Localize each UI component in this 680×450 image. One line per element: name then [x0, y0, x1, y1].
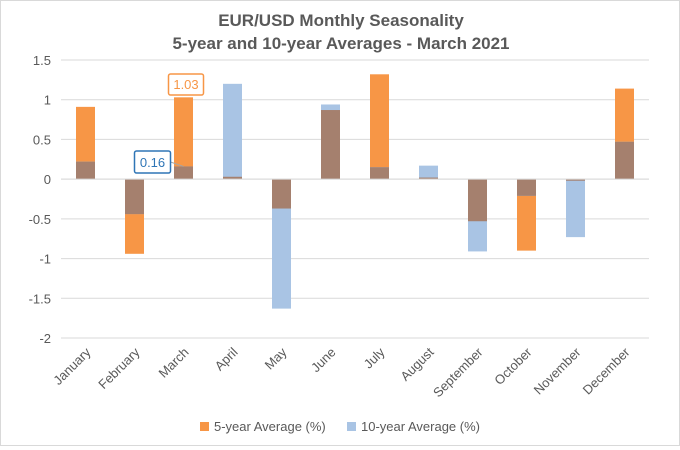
- callout-label-10-year: 0.16: [140, 155, 165, 170]
- x-tick-label: July: [361, 344, 388, 371]
- bar-10-year-november: [566, 179, 585, 238]
- x-tick-label: December: [580, 344, 633, 397]
- legend: 5-year Average (%) 10-year Average (%): [200, 419, 480, 434]
- y-tick-label: 0: [44, 172, 51, 187]
- y-tick-label: 1: [44, 93, 51, 108]
- bar-overlap-november: [566, 179, 585, 181]
- y-tick-label: 0.5: [33, 132, 51, 147]
- bar-overlap-january: [76, 161, 95, 180]
- chart-title: EUR/USD Monthly Seasonality: [218, 11, 464, 30]
- callout-leader-10-year: [170, 161, 184, 167]
- bar-5-year-october: [517, 179, 536, 251]
- y-tick-label: -1: [39, 252, 51, 267]
- x-tick-label: March: [155, 345, 191, 381]
- bar-overlap-march: [174, 166, 193, 180]
- bar-overlap-august: [419, 177, 438, 180]
- bar-overlap-december: [615, 141, 634, 180]
- bar-10-year-may: [272, 179, 291, 309]
- legend-swatch-5-year: [200, 422, 209, 431]
- data-callouts: 1.03 0.16: [133, 73, 205, 174]
- bar-5-year-january: [76, 106, 95, 180]
- bar-10-year-april: [223, 83, 242, 180]
- bar-overlap-september: [468, 179, 487, 222]
- callout-label-5-year: 1.03: [173, 77, 198, 92]
- x-tick-label: September: [430, 344, 486, 400]
- gridlines: [61, 59, 649, 339]
- callout-box-10-year: [133, 150, 172, 174]
- x-tick-label: November: [531, 344, 584, 397]
- bar-10-year-august: [419, 165, 438, 180]
- x-axis: January February March April May June July Augu…: [50, 344, 633, 400]
- bars: [76, 74, 634, 309]
- x-tick-label: October: [491, 344, 535, 388]
- x-tick-label: January: [50, 344, 94, 388]
- bar-5-year-july: [370, 74, 389, 180]
- bar-overlap-october: [517, 179, 536, 196]
- legend-swatch-10-year: [347, 422, 356, 431]
- y-tick-label: -1.5: [29, 291, 51, 306]
- bar-overlap-may: [272, 179, 291, 209]
- x-tick-label: February: [95, 344, 143, 392]
- x-tick-label: May: [262, 344, 290, 372]
- bar-overlap-february: [125, 179, 144, 215]
- x-tick-label: August: [397, 344, 436, 383]
- bar-overlap-july: [370, 167, 389, 180]
- chart-subtitle: 5-year and 10-year Averages - March 2021: [172, 34, 509, 53]
- legend-label-5-year: 5-year Average (%): [214, 419, 326, 434]
- bar-overlap-april: [223, 176, 242, 180]
- y-axis: 1.5 1 0.5 0 -0.5 -1 -1.5 -2: [29, 53, 51, 346]
- x-tick-label: June: [308, 345, 339, 376]
- bar-5-year-march: [174, 97, 193, 180]
- legend-label-10-year: 10-year Average (%): [361, 419, 480, 434]
- y-tick-label: -2: [39, 331, 51, 346]
- x-tick-label: April: [212, 344, 241, 373]
- y-tick-label: -0.5: [29, 212, 51, 227]
- bar-overlap-june: [321, 110, 340, 180]
- callout-box-5-year: [167, 73, 205, 96]
- y-tick-label: 1.5: [33, 53, 51, 68]
